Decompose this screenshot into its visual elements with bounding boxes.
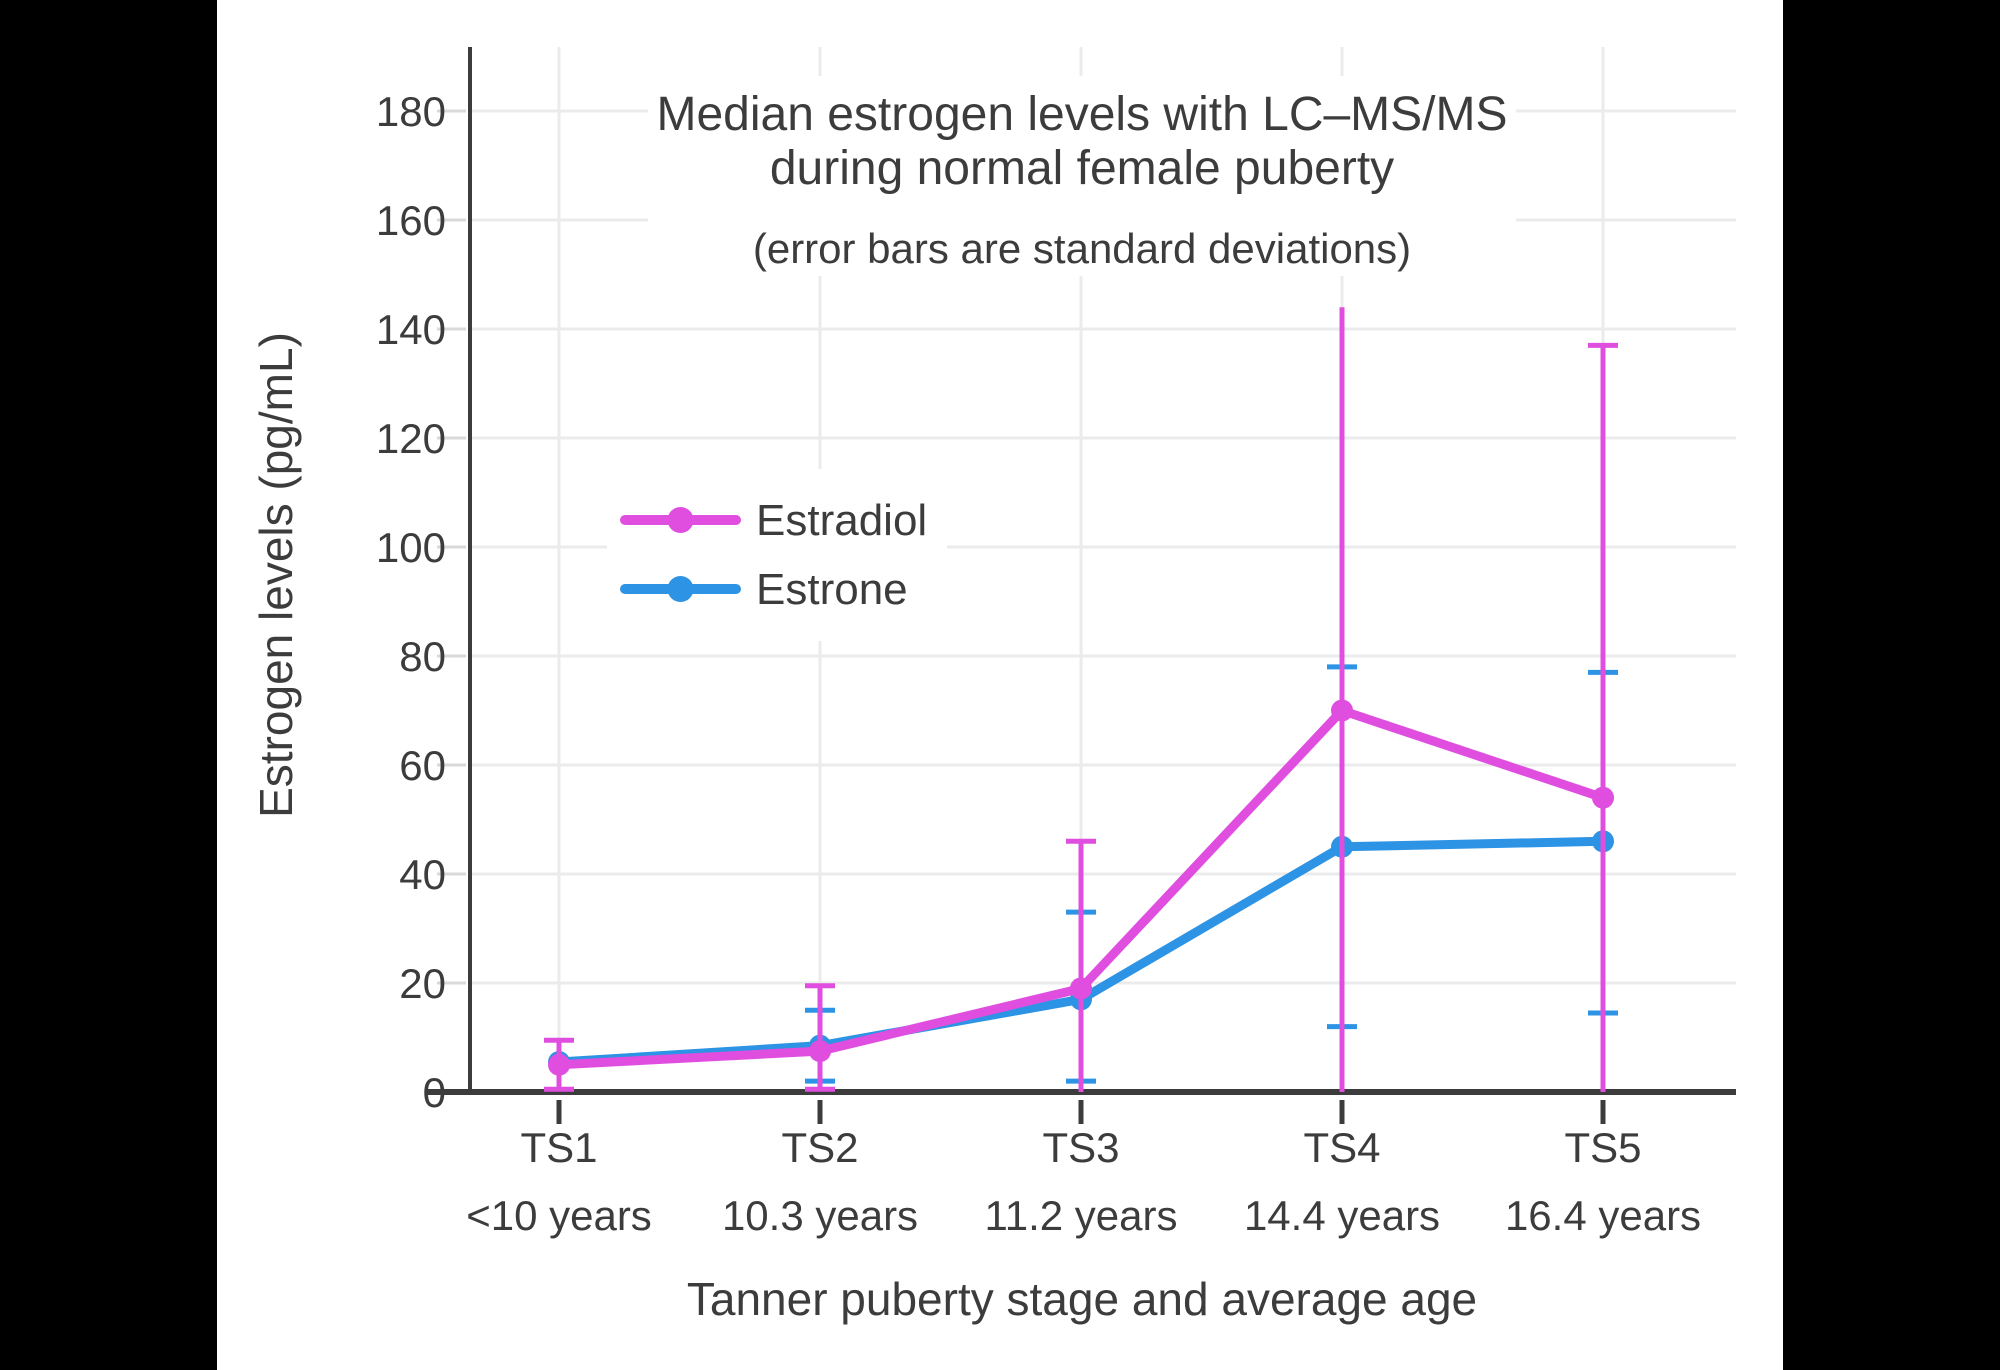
legend-swatch-dot-estrone bbox=[667, 576, 694, 602]
estradiol-point-TS1 bbox=[548, 1053, 570, 1076]
y-tick-label-40: 40 bbox=[399, 851, 446, 898]
chart-title-line2: during normal female puberty bbox=[770, 142, 1394, 195]
estradiol-point-TS5 bbox=[1592, 786, 1614, 809]
estradiol-point-TS2 bbox=[809, 1040, 831, 1063]
x-tick-label-TS5: TS5 bbox=[1564, 1124, 1641, 1171]
chart-canvas: 0 20 40 60 80 100 120 140 160 180 TS1 TS2 TS3 TS4 TS5 <… bbox=[217, 0, 1783, 1370]
y-tick-label-60: 60 bbox=[399, 742, 446, 789]
estradiol-point-TS4 bbox=[1331, 699, 1353, 722]
x-age-label-TS2: 10.3 years bbox=[722, 1192, 918, 1239]
estradiol-point-TS3 bbox=[1070, 977, 1092, 1000]
legend-label-estrone: Estrone bbox=[756, 565, 908, 614]
legend-background bbox=[607, 469, 947, 641]
y-tick-label-0: 0 bbox=[423, 1069, 446, 1116]
y-tick-label-180: 180 bbox=[376, 88, 446, 135]
x-tick-label-TS2: TS2 bbox=[781, 1124, 858, 1171]
legend-label-estradiol: Estradiol bbox=[756, 496, 927, 545]
estrogen-levels-chart: 0 20 40 60 80 100 120 140 160 180 TS1 TS2 TS3 TS4 TS5 <… bbox=[217, 0, 1783, 1370]
y-tick-label-120: 120 bbox=[376, 415, 446, 462]
x-age-label-TS4: 14.4 years bbox=[1244, 1192, 1440, 1239]
x-age-label-TS1: <10 years bbox=[466, 1192, 652, 1239]
estradiol-series bbox=[548, 699, 1614, 1076]
legend-swatch-dot-estradiol bbox=[667, 507, 694, 533]
y-tick-label-140: 140 bbox=[376, 306, 446, 353]
x-tick-label-TS1: TS1 bbox=[520, 1124, 597, 1171]
x-axis-title: Tanner puberty stage and average age bbox=[687, 1273, 1477, 1325]
x-tick-label-TS4: TS4 bbox=[1303, 1124, 1380, 1171]
y-axis-title: Estrogen levels (pg/mL) bbox=[250, 332, 302, 818]
y-tick-label-100: 100 bbox=[376, 524, 446, 571]
y-tick-label-80: 80 bbox=[399, 633, 446, 680]
legend-item-estrone bbox=[620, 576, 741, 602]
x-age-label-TS5: 16.4 years bbox=[1505, 1192, 1701, 1239]
y-tick-label-160: 160 bbox=[376, 197, 446, 244]
x-tick-label-TS3: TS3 bbox=[1042, 1124, 1119, 1171]
legend bbox=[607, 469, 947, 641]
chart-subtitle: (error bars are standard deviations) bbox=[753, 225, 1411, 272]
x-age-label-TS3: 11.2 years bbox=[985, 1192, 1178, 1239]
y-tick-label-20: 20 bbox=[399, 960, 446, 1007]
title-backing bbox=[648, 76, 1516, 276]
chart-title-line1: Median estrogen levels with LC–MS/MS bbox=[656, 88, 1507, 141]
legend-item-estradiol bbox=[620, 507, 741, 533]
